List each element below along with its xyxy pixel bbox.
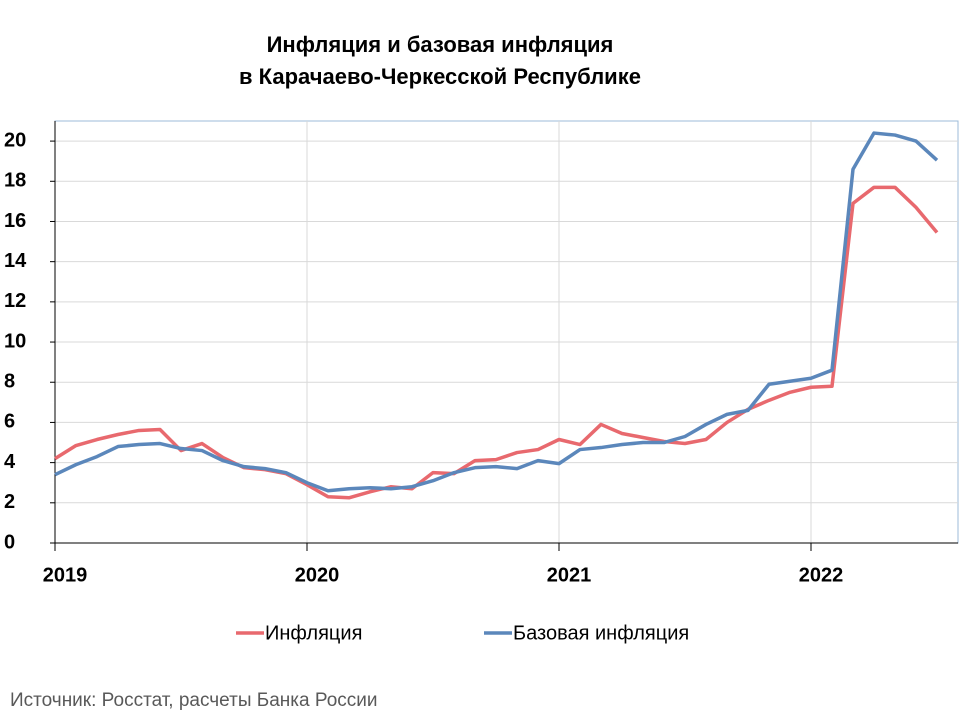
y-tick-label: 4	[4, 451, 16, 473]
series-line	[54, 131, 939, 493]
y-tick-label: 18	[4, 170, 26, 192]
x-tick-label: 2019	[43, 564, 88, 586]
legend-label: Инфляция	[265, 622, 362, 644]
y-tick-label: 14	[4, 250, 27, 272]
legend-label: Базовая инфляция	[513, 622, 689, 644]
x-tick-label: 2020	[295, 564, 340, 586]
y-tick-label: 6	[4, 411, 15, 433]
y-tick-label: 2	[4, 491, 15, 513]
x-tick-label: 2021	[547, 564, 592, 586]
y-tick-label: 8	[4, 371, 15, 393]
y-tick-label: 10	[4, 330, 26, 352]
y-tick-label: 12	[4, 290, 26, 312]
series-line	[54, 185, 939, 500]
plot-frame	[54, 120, 959, 544]
chart-title: в Карачаево-Черкесской Республике	[239, 64, 641, 89]
chart-title: Инфляция и базовая инфляция	[267, 32, 614, 57]
y-tick-label: 0	[4, 531, 15, 553]
source-note: Источник: Росстат, расчеты Банка России	[10, 690, 378, 711]
y-tick-label: 16	[4, 210, 26, 232]
y-tick-label: 20	[4, 129, 26, 151]
x-tick-label: 2022	[799, 564, 844, 586]
